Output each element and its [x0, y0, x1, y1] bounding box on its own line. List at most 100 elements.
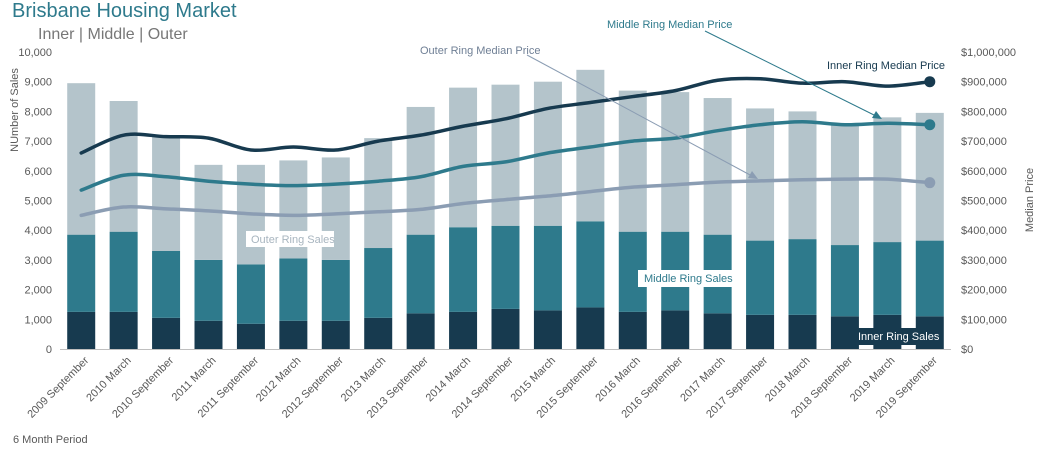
y-tick-label: 2,000 — [24, 285, 52, 297]
chart-subtitle: Inner | Middle | Outer — [38, 26, 188, 43]
bar-middle-ring-sales — [491, 225, 520, 309]
bar-inner-ring-sales — [152, 317, 181, 349]
y-tick-label: 6,000 — [24, 166, 52, 178]
bar-outer-ring-sales — [67, 83, 96, 235]
inner-sales-label-box — [853, 328, 942, 345]
bar-middle-ring-sales — [830, 245, 859, 317]
bar-outer-ring-sales — [618, 90, 647, 232]
y2-tick-label: $800,000 — [961, 106, 1007, 118]
outer-price-arrow — [526, 54, 753, 177]
bar-middle-ring-sales — [236, 264, 265, 324]
bar-outer-ring-sales — [703, 98, 732, 235]
y2-tick-label: $900,000 — [961, 77, 1007, 89]
bar-inner-ring-sales — [321, 320, 350, 349]
bar-inner-ring-sales — [194, 320, 223, 349]
bar-inner-ring-sales — [788, 314, 817, 349]
bar-outer-ring-sales — [406, 106, 435, 235]
bar-middle-ring-sales — [873, 242, 902, 315]
y2-tick-label: $300,000 — [961, 255, 1007, 267]
bar-series-group — [67, 69, 944, 349]
x-period-footer: 6 Month Period — [13, 434, 88, 446]
y2-tick-label: $500,000 — [961, 196, 1007, 208]
y-tick-label: 9,000 — [24, 77, 52, 89]
bar-middle-ring-sales — [67, 234, 96, 312]
line-end-marker-inner-ring-median-price — [924, 76, 936, 88]
bar-outer-ring-sales — [788, 111, 817, 240]
bar-inner-ring-sales — [533, 310, 562, 349]
bar-outer-ring-sales — [915, 112, 944, 241]
line-end-marker-outer-ring-median-price — [924, 177, 936, 189]
bar-middle-ring-sales — [194, 259, 223, 321]
y2-tick-label: $0 — [961, 344, 973, 356]
line-middle-ring-median-price — [79, 120, 932, 192]
bar-middle-ring-sales — [152, 250, 181, 318]
y-tick-label: 10,000 — [18, 47, 52, 59]
y-tick-label: 4,000 — [24, 225, 52, 237]
bar-outer-ring-sales — [491, 84, 520, 226]
outer-sales-label: Outer Ring Sales — [251, 234, 335, 246]
y-tick-label: 3,000 — [24, 255, 52, 267]
line-end-marker-middle-ring-median-price — [924, 119, 936, 131]
middle-sales-label: Middle Ring Sales — [644, 273, 733, 285]
outer-price-arrow-head — [748, 171, 758, 179]
y-axis-right: $0 $100,000 $200,000 $300,000 $400,000 $500,0… — [961, 47, 1016, 356]
y2-tick-label: $1,000,000 — [961, 47, 1016, 59]
bar-inner-ring-sales — [364, 317, 393, 349]
bar-inner-ring-sales — [576, 307, 605, 349]
x-tick-label: 2009 September — [25, 354, 91, 420]
bar-middle-ring-sales — [109, 231, 138, 312]
middle-sales-label-box — [638, 270, 734, 287]
bar-inner-ring-sales — [449, 311, 478, 349]
bar-inner-ring-sales — [406, 313, 435, 349]
bar-inner-ring-sales — [491, 308, 520, 349]
bar-middle-ring-sales — [746, 240, 775, 315]
bar-middle-ring-sales — [576, 221, 605, 308]
y-axis-label: NUmber of Sales — [9, 68, 21, 152]
y-tick-label: 7,000 — [24, 136, 52, 148]
y-tick-label: 0 — [46, 344, 52, 356]
bar-inner-ring-sales — [67, 311, 96, 349]
line-inner-ring-median-price — [79, 76, 932, 155]
bar-inner-ring-sales — [618, 311, 647, 349]
chart-title: Brisbane Housing Market — [12, 0, 237, 22]
bar-middle-ring-sales — [364, 248, 393, 318]
y2-tick-label: $100,000 — [961, 314, 1007, 326]
y-tick-label: 8,000 — [24, 106, 52, 118]
outer-price-label: Outer Ring Median Price — [420, 45, 540, 57]
y2-tick-label: $400,000 — [961, 225, 1007, 237]
bar-middle-ring-sales — [406, 234, 435, 314]
bar-inner-ring-sales — [279, 320, 308, 349]
bar-middle-ring-sales — [321, 259, 350, 321]
y2-tick-label: $200,000 — [961, 285, 1007, 297]
bar-outer-ring-sales — [661, 92, 690, 232]
bar-inner-ring-sales — [109, 311, 138, 349]
bar-inner-ring-sales — [746, 314, 775, 349]
bar-inner-ring-sales — [236, 323, 265, 349]
bar-middle-ring-sales — [533, 225, 562, 311]
bar-middle-ring-sales — [915, 240, 944, 317]
bar-middle-ring-sales — [788, 239, 817, 315]
bar-inner-ring-sales — [703, 313, 732, 349]
y2-tick-label: $600,000 — [961, 166, 1007, 178]
outer-sales-label-box — [246, 231, 334, 247]
bar-outer-ring-sales — [830, 123, 859, 246]
y2-tick-label: $700,000 — [961, 136, 1007, 148]
bar-middle-ring-sales — [279, 258, 308, 321]
bar-middle-ring-sales — [449, 227, 478, 312]
bar-inner-ring-sales — [661, 310, 690, 349]
y2-axis-label: Median Price — [1024, 168, 1036, 232]
y-tick-label: 5,000 — [24, 196, 52, 208]
bar-outer-ring-sales — [152, 136, 181, 251]
inner-sales-label: Inner Ring Sales — [858, 331, 940, 343]
middle-price-arrow-head — [872, 111, 882, 119]
y-axis-left: 0 1,000 2,000 3,000 4,000 5,000 6,000 7,000 8,00… — [18, 47, 52, 356]
line-outer-ring-median-price — [79, 177, 932, 218]
y-tick-label: 1,000 — [24, 314, 52, 326]
inner-price-label: Inner Ring Median Price — [827, 60, 945, 72]
line-series-group — [79, 76, 936, 218]
bar-outer-ring-sales — [109, 101, 138, 232]
middle-price-label: Middle Ring Median Price — [607, 19, 732, 31]
middle-price-arrow — [704, 30, 877, 117]
